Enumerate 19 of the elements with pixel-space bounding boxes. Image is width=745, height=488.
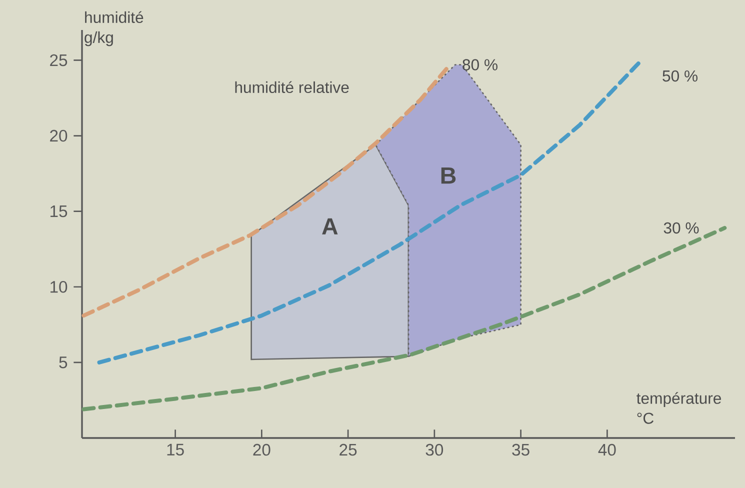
x-axis-title: température °C xyxy=(636,392,721,424)
series-label: 80 % xyxy=(462,59,498,70)
series-label: B xyxy=(441,168,456,184)
series-label: A xyxy=(322,218,338,234)
y-tick-label: 15 xyxy=(50,206,68,218)
x-tick-label: 15 xyxy=(167,444,184,456)
x-tick-label: 35 xyxy=(512,444,530,456)
x-tick-label: 30 xyxy=(426,444,444,456)
series-label: 30 % xyxy=(664,222,699,234)
annotation: humidité relative xyxy=(235,81,349,94)
y-tick-label: 10 xyxy=(50,280,68,293)
y-tick-label: 25 xyxy=(50,54,68,66)
x-tick-label: 20 xyxy=(253,444,270,456)
y-tick-label: 5 xyxy=(59,356,68,368)
series-label: 50 % xyxy=(662,70,698,82)
x-tick-label: 25 xyxy=(340,444,357,456)
y-axis-title: humidité g/kg xyxy=(84,11,144,46)
y-tick-label: 20 xyxy=(50,130,68,142)
x-tick-label: 40 xyxy=(598,444,616,456)
